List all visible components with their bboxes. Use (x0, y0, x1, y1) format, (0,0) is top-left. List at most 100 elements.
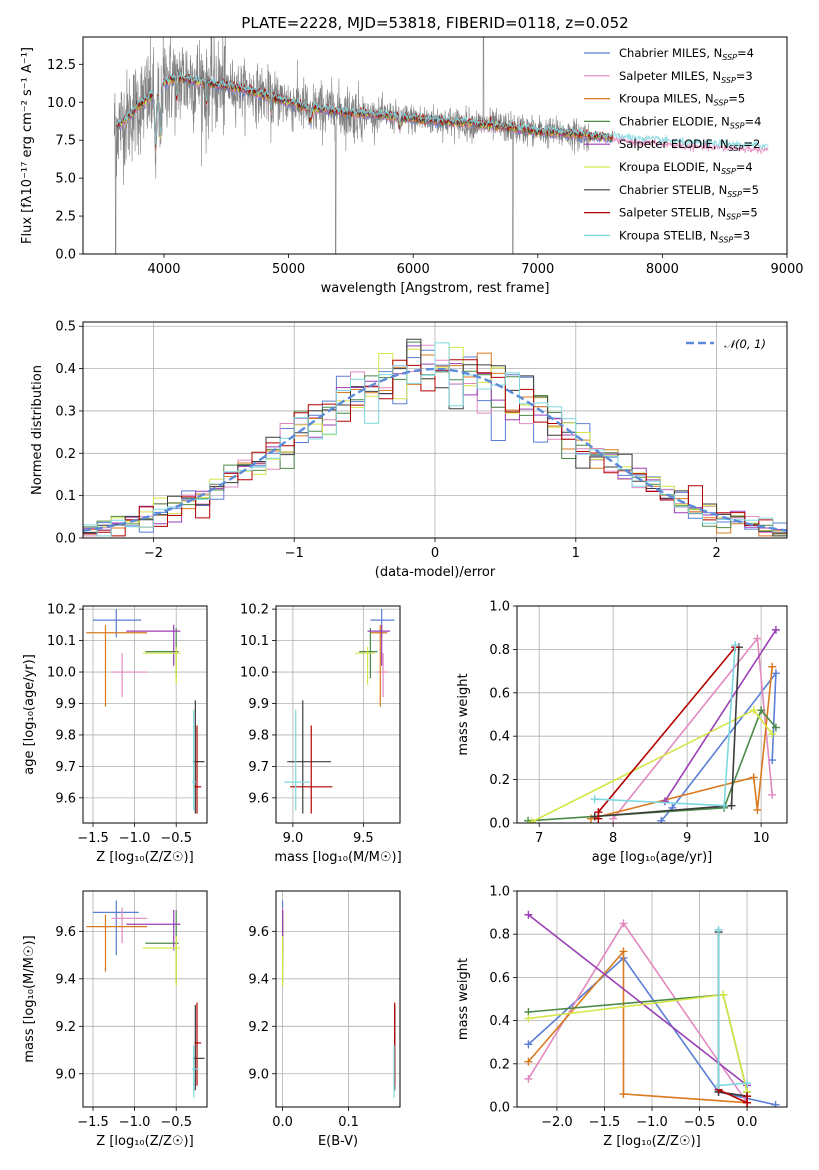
y-tick-label: 10.0 (47, 666, 76, 681)
weight-marker-8-1 (714, 1081, 723, 1090)
weight-marker-2-1 (749, 773, 758, 782)
x-axis-label: Z [log₁₀(Z/Z☉)] (96, 1134, 193, 1149)
x-tick-label: −2.0 (541, 1115, 573, 1130)
y-tick-label: 9.9 (248, 697, 269, 712)
plot-area (86, 609, 205, 814)
x-tick-label: 9.5 (353, 831, 374, 846)
y-tick-label: 9.2 (55, 1020, 76, 1035)
y-axis-label: Flux [fλ10⁻¹⁷ erg cm⁻² s⁻¹ A⁻¹] (20, 47, 35, 244)
axes-mass_vs_ebv: 0.0 0.1 9.0 9.2 9.4 9.6 E(B-V) (248, 890, 401, 1149)
y-tick-label: 0.2 (489, 773, 510, 788)
weight-line-0 (660, 670, 777, 822)
x-tick-label: 0 (431, 546, 439, 561)
weight-marker-2-1 (619, 947, 628, 956)
y-tick-label: 0.5 (55, 320, 76, 335)
y-tick-label: 10.2 (47, 603, 76, 618)
legend: Chabrier MILES, NSSP=4 Salpeter MILES, NS… (584, 46, 761, 244)
weight-marker-0-2 (771, 669, 780, 678)
x-axis-label: age [log₁₀(age/yr)] (592, 850, 713, 865)
weight-marker-5-0 (527, 817, 536, 823)
y-tick-label: 9.9 (55, 697, 76, 712)
weight-line-8 (717, 929, 748, 1087)
y-tick-label: 7.5 (55, 134, 76, 149)
x-tick-label: −2 (144, 546, 163, 561)
y-tick-label: 5.0 (55, 172, 76, 187)
y-tick-label: 10.2 (240, 603, 269, 618)
y-axis-label: age [log₁₀(age/yr)] (22, 654, 37, 775)
weight-marker-5-0 (524, 1014, 533, 1023)
y-tick-label: 0.0 (489, 817, 510, 832)
x-tick-label: 0.1 (338, 1115, 359, 1130)
weight-line-3 (528, 993, 748, 1093)
legend-label-2: Kroupa MILES, NSSP=5 (619, 92, 745, 108)
weight-marker-8-1 (720, 801, 729, 810)
axes-weight_vs_age: 7 8 9 10 0.0 0.2 0.4 0.6 0.8 1.0 age [log₁₀(age/yr… (456, 600, 788, 865)
weight-marker-4-1 (771, 625, 780, 634)
axes-frame (82, 605, 208, 824)
plot-area (284, 609, 395, 814)
weight-marker-3-2 (757, 706, 766, 715)
y-tick-label: 10.1 (47, 634, 76, 649)
y-axis-label: mass weight (456, 673, 471, 755)
legend-label-7: Salpeter STELIB, NSSP=5 (619, 206, 758, 222)
y-tick-label: 9.6 (55, 925, 76, 940)
y-tick-label: 0.8 (489, 928, 510, 943)
axes-mass_vs_z: −1.5 −1.0 −0.5 9.0 9.2 9.4 9.6 Z [log₁₀(Z/Z☉)] m… (22, 890, 208, 1149)
x-tick-label: 2 (712, 546, 720, 561)
y-tick-label: 0.0 (55, 248, 76, 263)
weight-marker-8-2 (743, 1079, 752, 1088)
x-tick-label: −0.5 (684, 1115, 716, 1130)
y-tick-label: 9.0 (55, 1067, 76, 1082)
x-tick-label: −1.0 (119, 831, 151, 846)
y-tick-label: 0.4 (489, 730, 510, 745)
weight-marker-1-2 (768, 790, 777, 799)
plot-area (83, 338, 787, 537)
weight-marker-1-0 (609, 814, 618, 823)
axes-age_vs_mass: 9.0 9.5 9.6 9.7 9.8 9.9 10.0 10.1 10.2 mass [log₁… (240, 603, 402, 865)
x-tick-label: 1 (572, 546, 580, 561)
y-tick-label: 0.6 (489, 971, 510, 986)
normal-reference-curve (83, 367, 787, 532)
weight-line-7 (597, 646, 736, 819)
legend-label-normal: 𝒩(0, 1) (724, 337, 766, 351)
legend-label-5: Kroupa ELODIE, NSSP=4 (619, 160, 753, 176)
x-axis-label: (data-model)/error (375, 565, 496, 580)
weight-line-1 (527, 921, 748, 1104)
x-tick-label: 4000 (147, 262, 180, 277)
axes-frame (516, 605, 788, 824)
legend-label-8: Kroupa STELIB, NSSP=3 (619, 228, 750, 244)
weight-line-1 (612, 636, 773, 820)
x-tick-label: −1.5 (77, 831, 109, 846)
weight-line-4 (527, 914, 748, 1087)
weight-marker-2-2 (753, 805, 762, 814)
weight-marker-8-0 (714, 925, 723, 934)
plot-area (113, 37, 769, 254)
y-axis-label: mass weight (456, 958, 471, 1040)
x-tick-label: 9.0 (283, 831, 304, 846)
weight-marker-1-0 (524, 1074, 533, 1083)
x-tick-label: 8000 (646, 262, 679, 277)
axes-weight_vs_z: −2.0 −1.5 −1.0 −0.5 0.0 0.0 0.2 0.4 0.6 0.8 1.0 Z [… (456, 885, 788, 1149)
weight-marker-8-2 (731, 641, 740, 650)
legend-label-4: Salpeter ELODIE, NSSP=2 (619, 137, 760, 153)
x-axis-label: E(B-V) (318, 1134, 358, 1149)
plot-area (524, 625, 780, 823)
chart-title: PLATE=2228, MJD=53818, FIBERID=0118, z=0… (241, 14, 628, 32)
weight-marker-0-3 (771, 1100, 780, 1107)
x-tick-label: 8 (609, 831, 617, 846)
plot-area (524, 910, 780, 1107)
weight-line-2 (527, 949, 748, 1104)
y-tick-label: 0.2 (489, 1057, 510, 1072)
legend-label-3: Chabrier ELODIE, NSSP=4 (619, 114, 761, 130)
axes-age_vs_z: −1.5 −1.0 −0.5 9.6 9.7 9.8 9.9 10.0 10.1 10.2 Z [l… (22, 603, 208, 865)
x-tick-label: −1 (285, 546, 304, 561)
x-tick-label: −1.0 (636, 1115, 668, 1130)
x-tick-label: 5000 (272, 262, 305, 277)
y-tick-label: 9.7 (55, 760, 76, 775)
y-tick-label: 9.8 (55, 728, 76, 743)
weight-marker-1-1 (753, 634, 762, 643)
axes-residuals: −2 −1 0 1 2 0.0 0.1 0.2 0.3 0.4 0.5 (data-model)/er… (30, 320, 788, 580)
weight-marker-0-0 (524, 1040, 533, 1049)
weight-marker-5-1 (719, 990, 728, 999)
